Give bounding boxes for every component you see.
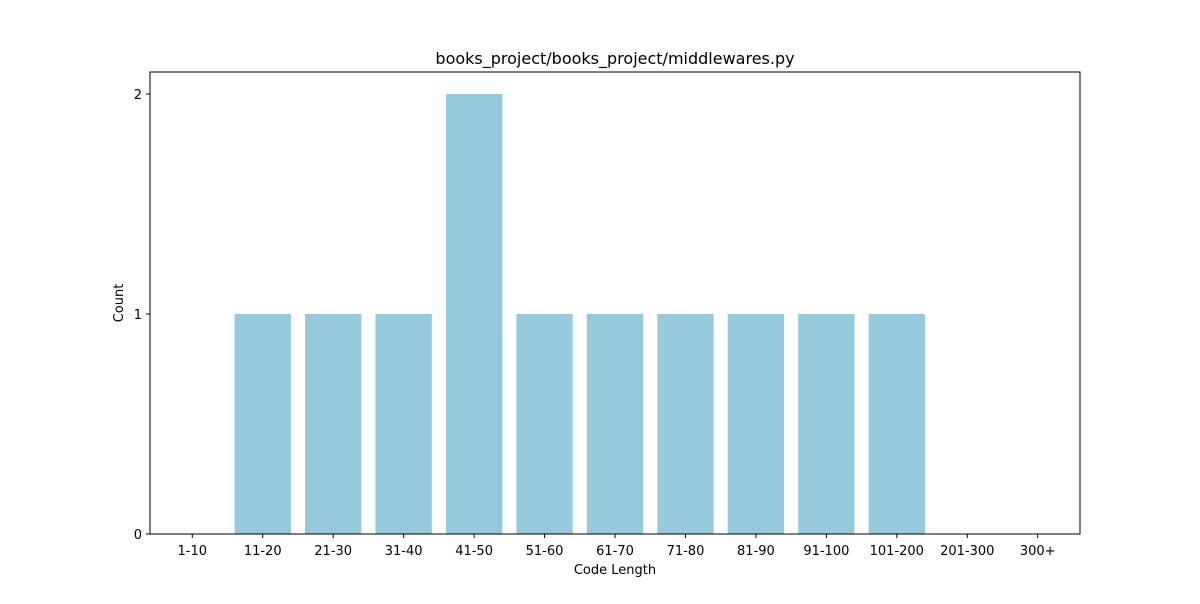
x-tick-label: 11-20 (244, 544, 282, 559)
y-tick-label: 1 (134, 308, 142, 323)
bars-group (234, 94, 925, 534)
y-axis-ticks: 0 1 2 (134, 88, 150, 543)
x-tick-label: 61-70 (596, 544, 634, 559)
x-tick-label: 31-40 (385, 544, 423, 559)
x-axis-label: Code Length (574, 563, 656, 578)
bar-61-70 (586, 314, 644, 534)
x-tick-label: 81-90 (737, 544, 775, 559)
chart-title: books_project/books_project/middlewares.… (435, 49, 794, 69)
bar-81-90 (727, 314, 785, 534)
bar-11-20 (234, 314, 291, 534)
bar-101-200 (868, 314, 925, 534)
y-tick-label: 2 (134, 88, 142, 103)
x-tick-label: 1-10 (178, 544, 208, 559)
y-axis-label: Count (112, 284, 127, 323)
x-tick-label: 300+ (1020, 544, 1056, 559)
x-tick-label: 41-50 (455, 544, 493, 559)
plot-frame (149, 71, 1081, 535)
bar-31-40 (375, 314, 432, 534)
x-tick-label: 101-200 (870, 544, 924, 559)
x-tick-label: 91-100 (803, 544, 849, 559)
bar-71-80 (657, 314, 714, 534)
x-tick-label: 201-300 (940, 544, 994, 559)
bar-41-50 (445, 94, 503, 534)
bar-91-100 (798, 314, 855, 534)
x-axis-ticks: 1-10 11-20 21-30 31-40 41-50 51-60 61-70 71-80 8… (178, 534, 1056, 559)
y-tick-label: 0 (134, 528, 142, 543)
x-tick-label: 51-60 (526, 544, 564, 559)
x-tick-label: 71-80 (667, 544, 705, 559)
bar-21-30 (305, 314, 362, 534)
bar-51-60 (516, 314, 573, 534)
x-tick-label: 21-30 (314, 544, 352, 559)
